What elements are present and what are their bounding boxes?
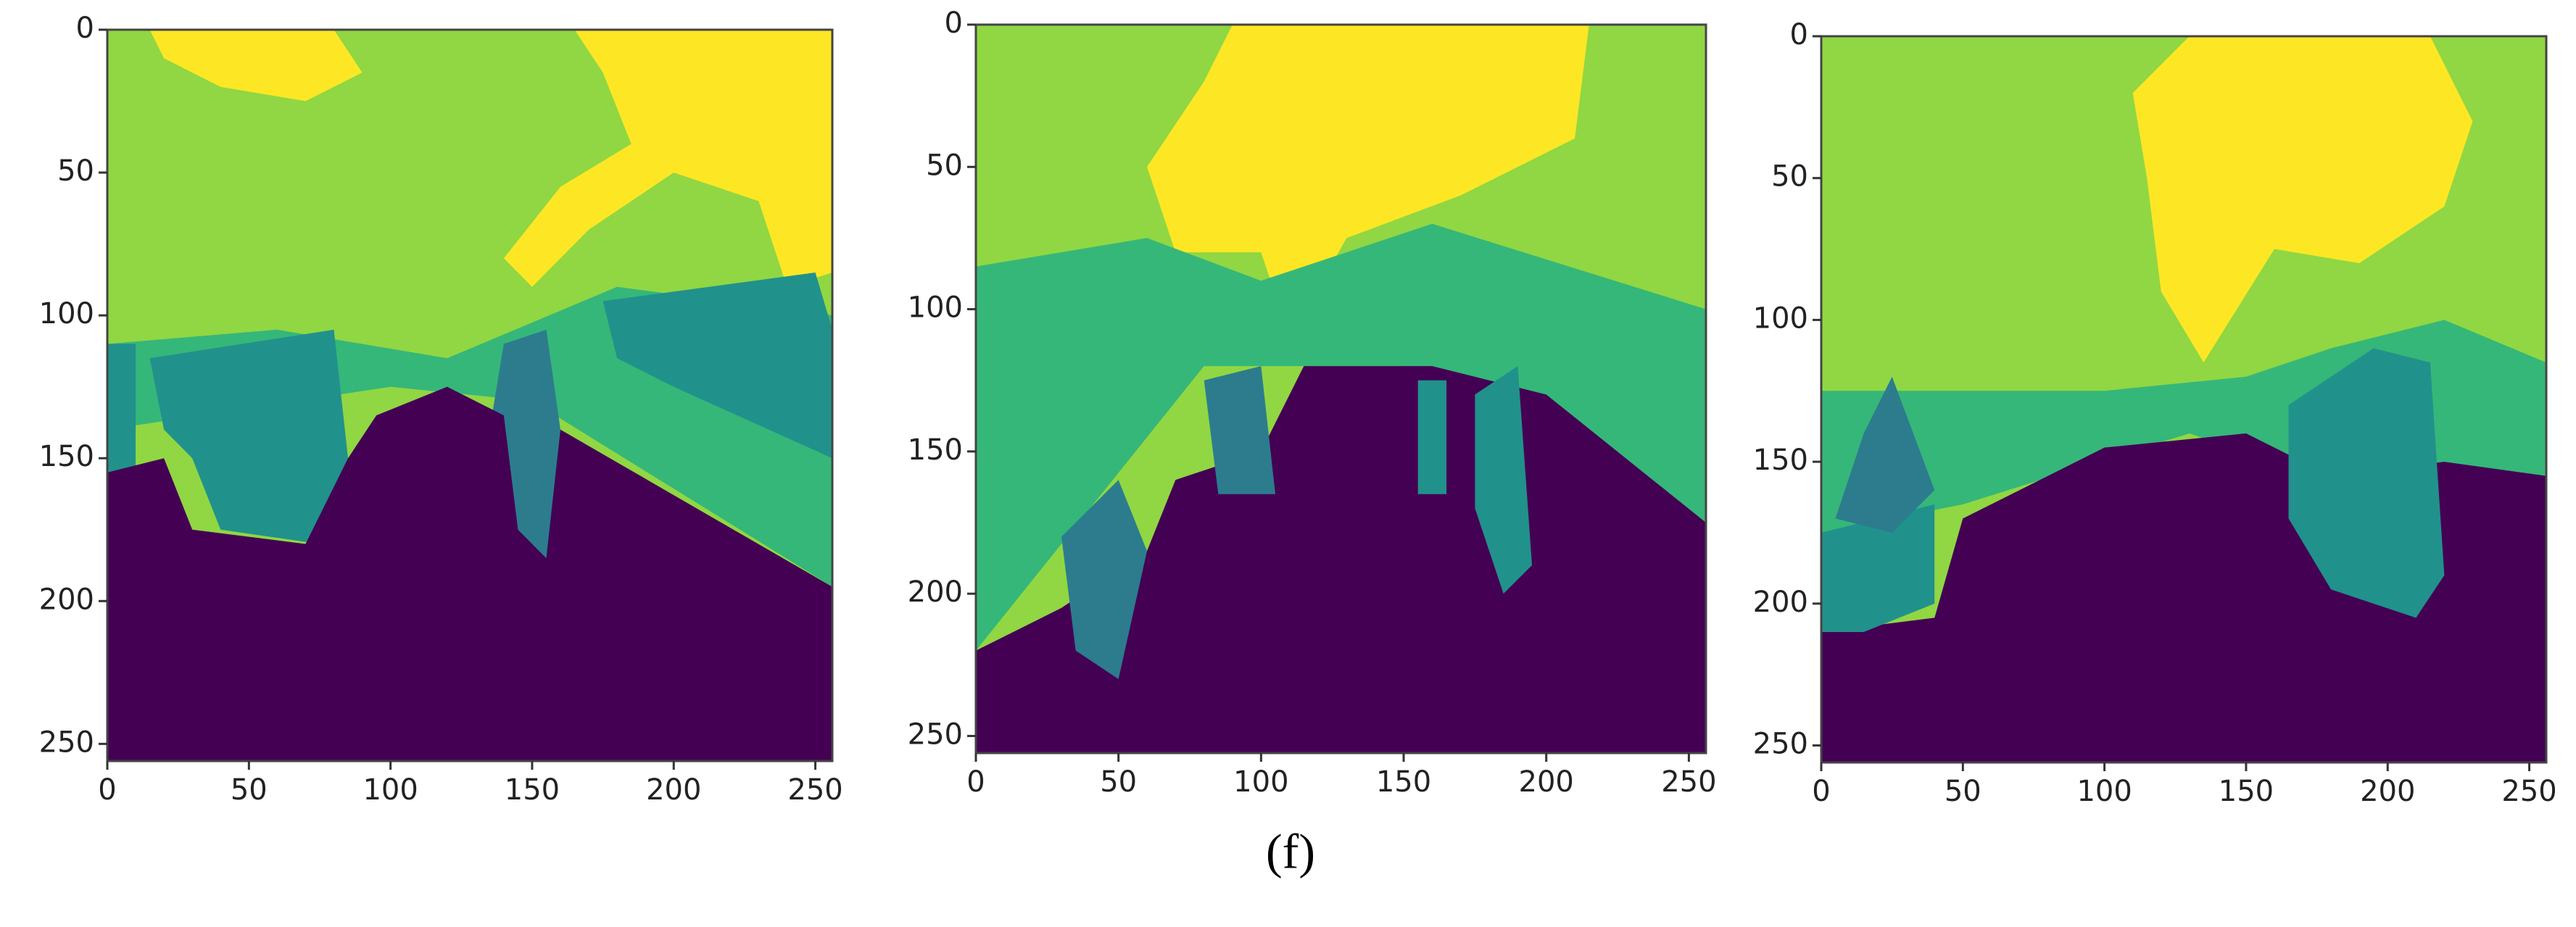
- x-tick-label: 50: [231, 773, 268, 807]
- y-tick-label: 200: [908, 575, 963, 609]
- y-tick-label: 150: [1753, 444, 1808, 477]
- y-tick-label: 0: [1790, 18, 1808, 51]
- x-tick-label: 200: [646, 773, 701, 807]
- x-tick-label: 200: [1519, 765, 1574, 799]
- y-tick-label: 250: [39, 726, 94, 759]
- axes-frame: [1820, 35, 2548, 764]
- region: [1204, 366, 1276, 494]
- y-tick-label: 0: [945, 7, 963, 40]
- x-tick-label: 200: [2360, 775, 2415, 808]
- y-tick-label: 150: [39, 440, 94, 473]
- x-tick-label: 150: [2219, 775, 2274, 808]
- x-tick-label: 150: [1376, 765, 1431, 799]
- x-tick-label: 100: [1233, 765, 1288, 799]
- x-tick-label: 150: [505, 773, 560, 807]
- y-tick-label: 200: [39, 583, 94, 616]
- region: [976, 223, 1706, 651]
- axes-frame: [974, 23, 1707, 755]
- region: [149, 30, 363, 101]
- segmentation-image: [1821, 36, 2546, 762]
- x-tick-label: 250: [1661, 765, 1716, 799]
- caption: (f): [1266, 824, 1315, 879]
- y-tick-label: 100: [908, 291, 963, 325]
- y-tick-label: 50: [1771, 160, 1808, 194]
- x-tick-label: 0: [98, 773, 116, 807]
- x-tick-label: 100: [2076, 775, 2132, 808]
- x-tick-label: 50: [1945, 775, 1981, 808]
- region: [2288, 348, 2445, 618]
- region: [503, 30, 832, 287]
- region: [1835, 376, 1935, 533]
- region: [2132, 36, 2473, 363]
- x-tick-label: 50: [1100, 765, 1137, 799]
- region: [1821, 504, 1935, 632]
- y-tick-label: 250: [1753, 728, 1808, 761]
- y-tick-label: 150: [908, 433, 963, 467]
- region: [1475, 366, 1533, 594]
- region: [1417, 380, 1447, 494]
- x-tick-label: 0: [1812, 775, 1830, 808]
- y-tick-label: 50: [57, 154, 94, 188]
- y-tick-label: 50: [926, 149, 963, 182]
- y-tick-label: 250: [908, 718, 963, 751]
- y-tick-label: 100: [39, 297, 94, 331]
- region: [602, 273, 832, 459]
- y-tick-label: 200: [1753, 586, 1808, 619]
- segmentation-image: [976, 25, 1706, 753]
- y-tick-label: 0: [76, 12, 94, 45]
- x-tick-label: 250: [2501, 775, 2556, 808]
- y-tick-label: 100: [1753, 302, 1808, 335]
- region: [489, 329, 560, 573]
- region: [107, 344, 136, 473]
- x-tick-label: 250: [787, 773, 842, 807]
- x-tick-label: 0: [966, 765, 985, 799]
- region: [107, 386, 832, 761]
- axes-frame: [106, 28, 834, 762]
- region: [1061, 480, 1148, 679]
- region: [149, 329, 349, 544]
- x-tick-label: 100: [363, 773, 418, 807]
- segmentation-image: [107, 30, 832, 761]
- region: [1147, 25, 1589, 338]
